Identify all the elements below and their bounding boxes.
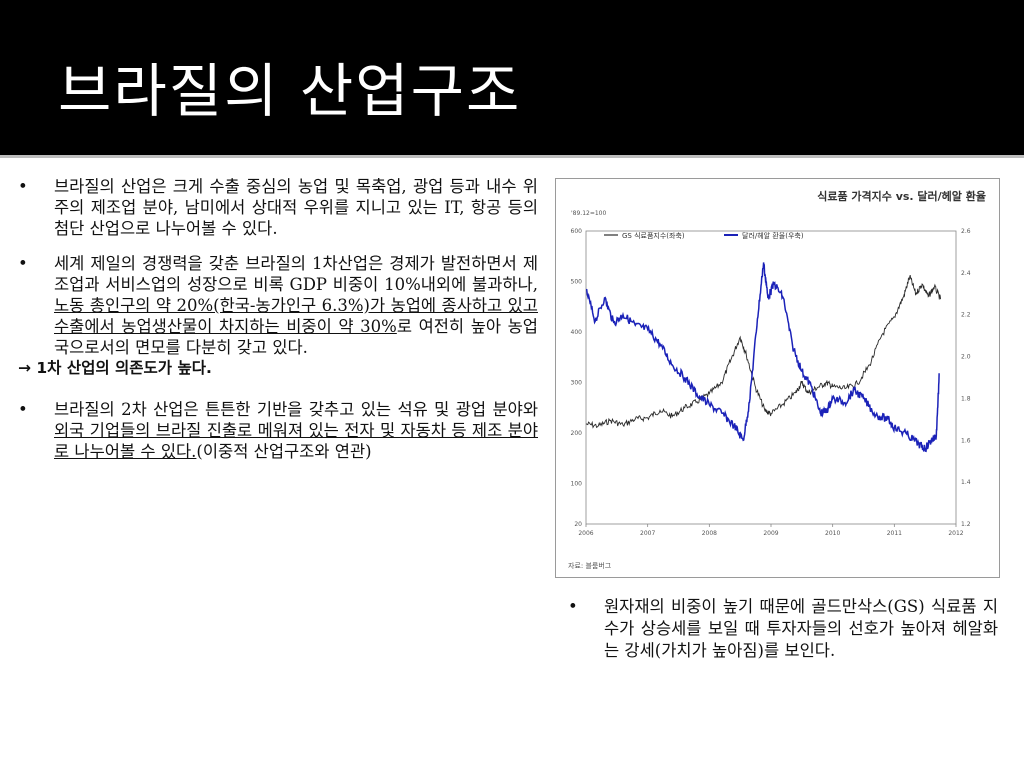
bullet-text: 세계 제일의 경쟁력을 갖춘 브라질의 1차산업은 경제가 발전하면서 제조업과… xyxy=(54,253,538,358)
y-left-tick-label: 500 xyxy=(571,279,583,286)
x-tick-label: 2008 xyxy=(702,530,717,537)
bullet-marker: • xyxy=(18,400,28,419)
right-text-column: • 원자재의 비중이 높기 때문에 골드만삭스(GS) 식료품 지수가 상승세를… xyxy=(568,596,998,676)
y-right-tick-label: 2.0 xyxy=(961,354,971,361)
y-right-tick-label: 1.6 xyxy=(961,437,971,444)
y-left-tick-label: 300 xyxy=(571,380,583,387)
x-tick-label: 2012 xyxy=(948,530,963,537)
bullet-item: • 브라질의 산업은 크게 수출 중심의 농업 및 목축업, 광업 등과 내수 … xyxy=(18,176,538,239)
y-left-tick-label: 200 xyxy=(571,430,583,437)
y-right-tick-label: 2.2 xyxy=(961,312,971,319)
slide-title: 브라질의 산업구조 xyxy=(58,57,522,125)
bullet-item: • 브라질의 2차 산업은 튼튼한 기반을 갖추고 있는 석유 및 광업 분야와… xyxy=(18,399,538,462)
y-left-tick-label: 600 xyxy=(571,228,583,235)
x-tick-label: 2006 xyxy=(578,530,593,537)
arrow-note: → 1차 산업의 의존도가 높다. xyxy=(18,359,212,377)
chart-frame: 식료품 가격지수 vs. 달러/헤알 환율 '89.12=100 자료: 블룸버… xyxy=(555,178,1000,578)
x-tick-label: 2010 xyxy=(825,530,840,537)
y-right-tick-label: 1.2 xyxy=(961,521,971,528)
series-line-fx xyxy=(585,262,941,453)
chart-title: 식료품 가격지수 vs. 달러/헤알 환율 xyxy=(817,189,986,203)
bullet-text: 원자재의 비중이 높기 때문에 골드만삭스(GS) 식료품 지수가 상승세를 보… xyxy=(604,597,998,660)
bullet-item: • 세계 제일의 경쟁력을 갖춘 브라질의 1차산업은 경제가 발전하면서 제조… xyxy=(18,253,538,358)
line-chart: 식료품 가격지수 vs. 달러/헤알 환율 '89.12=100 자료: 블룸버… xyxy=(568,189,986,570)
y-left-tick-label: 20 xyxy=(574,521,582,528)
y-right-tick-label: 1.4 xyxy=(961,479,971,486)
bullet-marker: • xyxy=(18,254,28,273)
x-tick-label: 2011 xyxy=(887,530,902,537)
bullet-text: 브라질의 산업은 크게 수출 중심의 농업 및 목축업, 광업 등과 내수 위주… xyxy=(54,177,538,238)
y-right-tick-label: 2.4 xyxy=(961,270,971,277)
y-right-tick-label: 1.8 xyxy=(961,395,971,402)
bullet-text-underlined: 외국 기업들의 브라질 진출로 메워져 있는 전자 및 자동차 등 제조 분야로… xyxy=(54,421,538,461)
x-tick-label: 2009 xyxy=(763,530,778,537)
legend-label-fx: 달러/헤알 환율(우축) xyxy=(742,231,804,240)
left-text-column: • 브라질의 산업은 크게 수출 중심의 농업 및 목축업, 광업 등과 내수 … xyxy=(18,176,538,476)
bullet-item: • 원자재의 비중이 높기 때문에 골드만삭스(GS) 식료품 지수가 상승세를… xyxy=(568,596,998,662)
plot-area xyxy=(585,230,957,525)
left-axis-note: '89.12=100 xyxy=(571,210,606,217)
bullet-text-part: 브라질의 2차 산업은 튼튼한 기반을 갖추고 있는 석유 및 광업 분야와 xyxy=(54,400,538,419)
bullet-text: 브라질의 2차 산업은 튼튼한 기반을 갖추고 있는 석유 및 광업 분야와 외… xyxy=(54,399,538,462)
x-tick-label: 2007 xyxy=(640,530,655,537)
legend-label-gs: GS 식료품지수(좌축) xyxy=(622,231,685,240)
bullet-marker: • xyxy=(568,597,578,616)
bullet-text-part: 세계 제일의 경쟁력을 갖춘 브라질의 1차산업은 경제가 발전하면서 제조업과… xyxy=(54,254,538,294)
bullet-text-part: 로 여전히 높아 농업국으로서의 면모를 다분히 갖고 있다. xyxy=(54,317,538,357)
source-note: 자료: 블룸버그 xyxy=(568,561,612,570)
title-bar: 브라질의 산업구조 xyxy=(0,0,1024,158)
y-right-tick-label: 2.6 xyxy=(961,228,971,235)
bullet-text-underlined: 노동 총인구의 약 20%(한국-농가인구 6.3%)가 농업에 종사하고 있고… xyxy=(54,296,538,336)
bullet-text-part: (이중적 산업구조와 연관) xyxy=(196,442,372,461)
bullet-marker: • xyxy=(18,177,28,196)
y-left-tick-label: 100 xyxy=(571,481,583,488)
y-left-tick-label: 400 xyxy=(571,329,583,336)
series-line-gs xyxy=(585,274,942,429)
